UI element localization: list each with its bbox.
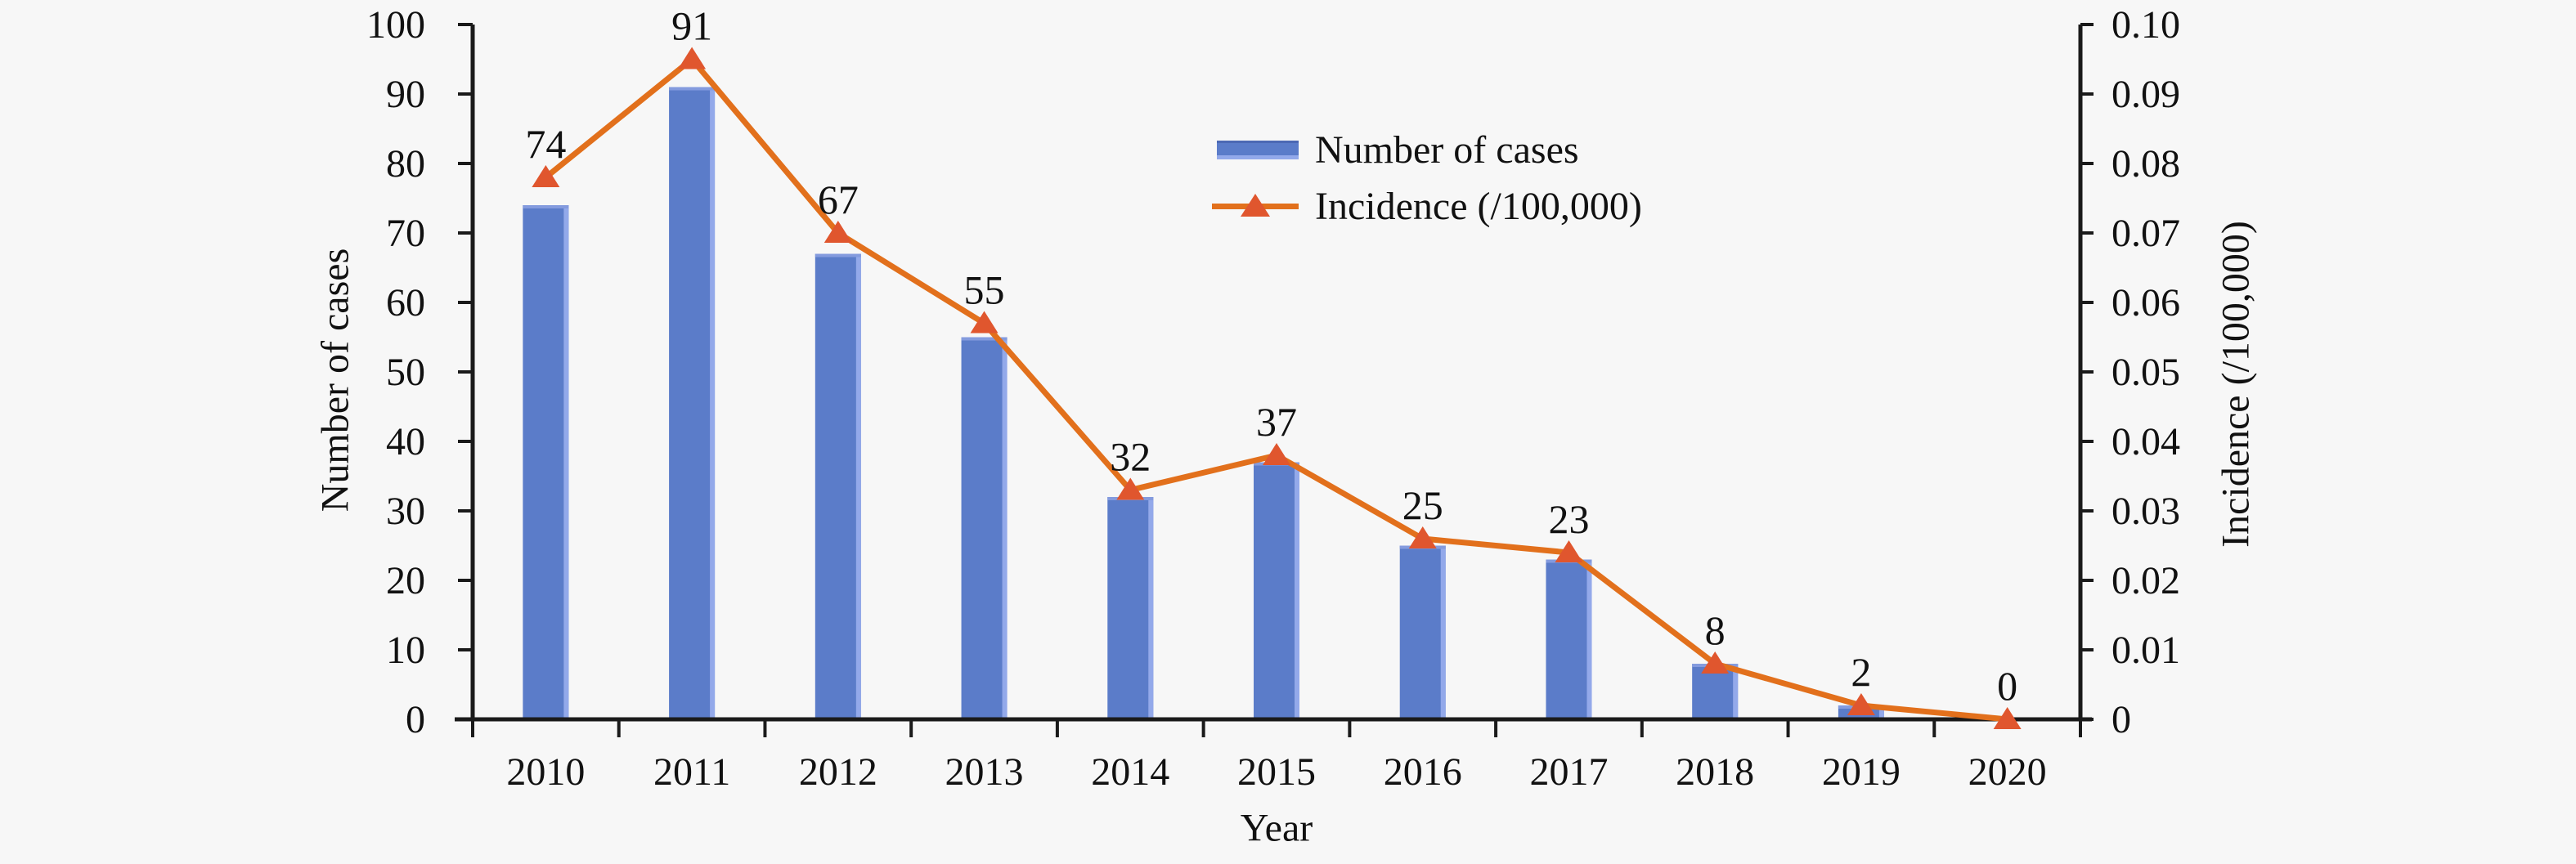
bar-2015 xyxy=(1254,462,1299,719)
marker-2018 xyxy=(1701,651,1730,674)
data-label-2010: 74 xyxy=(525,121,566,167)
bar-swatch-icon xyxy=(1217,140,1299,159)
marker-2013 xyxy=(970,311,999,334)
bar-2014 xyxy=(1107,497,1154,719)
left-tick-label: 40 xyxy=(386,420,425,463)
marker-2019 xyxy=(1847,693,1875,715)
x-tick-label-2016: 2016 xyxy=(1384,750,1462,794)
legend-label-cases: Number of cases xyxy=(1315,128,1579,172)
legend: Number of cases Incidence (/100,000) xyxy=(1212,128,1642,242)
bar-2010 xyxy=(523,205,569,719)
data-label-2018: 8 xyxy=(1705,607,1726,653)
legend-item-cases: Number of cases xyxy=(1212,128,1642,172)
left-tick-label: 60 xyxy=(386,281,425,325)
x-tick-label-2014: 2014 xyxy=(1091,750,1169,794)
data-label-2015: 37 xyxy=(1256,399,1297,445)
x-tick-label-2013: 2013 xyxy=(945,750,1024,794)
left-tick-label: 10 xyxy=(386,629,425,672)
bars xyxy=(523,87,1884,719)
left-axis-title: Number of cases xyxy=(313,248,357,513)
line-markers xyxy=(532,47,2022,729)
data-label-2012: 67 xyxy=(818,177,859,222)
right-tick-label: 0.04 xyxy=(2112,420,2180,463)
marker-2012 xyxy=(824,221,852,243)
line-marker-swatch-icon xyxy=(1212,193,1299,219)
right-tick-label: 0.02 xyxy=(2112,559,2180,602)
axis-tick-labels: 10090807060504030201000.100.090.080.070.… xyxy=(366,3,2180,794)
right-tick-label: 0.03 xyxy=(2112,490,2180,533)
x-tick-label-2018: 2018 xyxy=(1676,750,1754,794)
x-tick-label-2012: 2012 xyxy=(799,750,877,794)
marker-2020 xyxy=(1993,707,2022,729)
data-label-2020: 0 xyxy=(1997,663,2017,709)
bar-2012 xyxy=(815,253,861,719)
marker-2014 xyxy=(1116,477,1145,500)
x-tick-label-2010: 2010 xyxy=(506,750,585,794)
left-tick-label: 30 xyxy=(386,490,425,533)
bar-2013 xyxy=(961,337,1008,719)
data-label-2017: 23 xyxy=(1548,496,1589,542)
x-tick-label-2020: 2020 xyxy=(1968,750,2047,794)
x-tick-label-2011: 2011 xyxy=(653,750,730,794)
left-tick-label: 90 xyxy=(386,73,425,116)
right-tick-label: 0.05 xyxy=(2112,351,2180,394)
data-label-2013: 55 xyxy=(964,267,1005,313)
data-label-2011: 91 xyxy=(671,3,712,49)
data-label-2014: 32 xyxy=(1110,434,1151,480)
marker-2015 xyxy=(1263,443,1290,465)
marker-2011 xyxy=(678,47,707,69)
axis-ticks xyxy=(458,23,2094,737)
data-label-2019: 2 xyxy=(1851,649,1871,695)
right-tick-label: 0.08 xyxy=(2112,142,2180,186)
right-tick-label: 0 xyxy=(2112,698,2131,741)
left-tick-label: 80 xyxy=(386,142,425,186)
left-tick-label: 70 xyxy=(386,212,425,255)
marker-2017 xyxy=(1555,540,1583,562)
left-tick-label: 20 xyxy=(386,559,425,602)
legend-label-incidence: Incidence (/100,000) xyxy=(1315,184,1642,228)
bar-2017 xyxy=(1546,559,1592,719)
bar-2016 xyxy=(1399,545,1446,719)
right-axis-title: Incidence (/100,000) xyxy=(2214,221,2258,548)
right-tick-label: 0.09 xyxy=(2112,73,2180,116)
x-axis-title: Year xyxy=(1240,806,1313,850)
x-tick-label-2017: 2017 xyxy=(1529,750,1608,794)
left-tick-label: 0 xyxy=(406,698,425,741)
left-tick-label: 50 xyxy=(386,351,425,394)
legend-item-incidence: Incidence (/100,000) xyxy=(1212,184,1642,228)
marker-2016 xyxy=(1408,526,1437,548)
x-tick-label-2015: 2015 xyxy=(1237,750,1316,794)
marker-2010 xyxy=(532,165,560,187)
right-tick-label: 0.10 xyxy=(2112,3,2180,47)
right-tick-label: 0.06 xyxy=(2112,281,2180,325)
left-tick-label: 100 xyxy=(366,3,425,47)
data-label-2016: 25 xyxy=(1402,482,1443,528)
data-labels: 74 91 67 55 32 37 25 23 8 2 0 xyxy=(525,3,2017,710)
right-tick-label: 0.07 xyxy=(2112,212,2180,255)
bar-2011 xyxy=(669,87,716,719)
right-tick-label: 0.01 xyxy=(2112,629,2180,672)
x-tick-label-2019: 2019 xyxy=(1822,750,1901,794)
